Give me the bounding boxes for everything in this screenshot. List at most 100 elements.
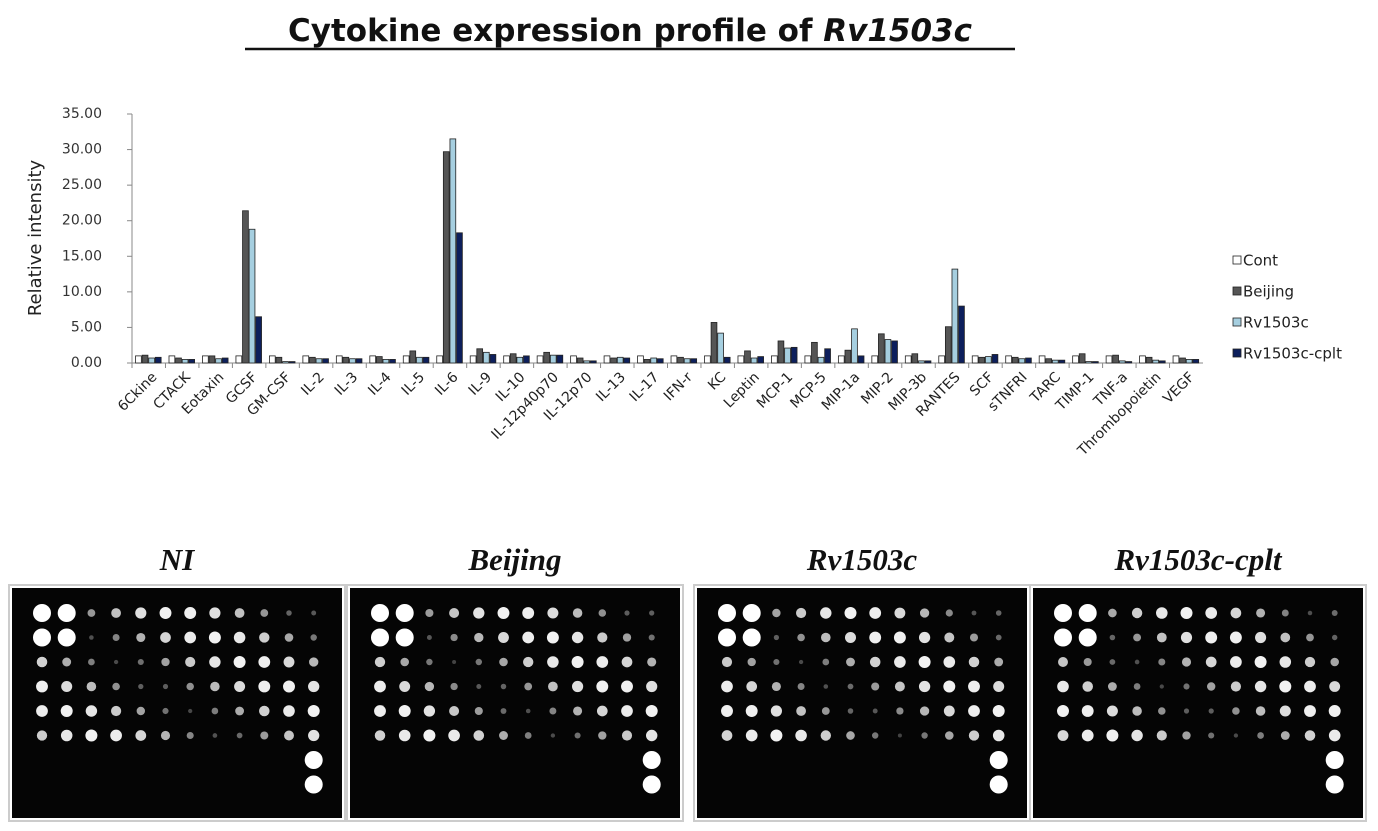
bar xyxy=(750,357,758,364)
blot-spot xyxy=(795,729,807,742)
bar xyxy=(1179,357,1186,364)
control-spot xyxy=(371,628,389,647)
blot-spot xyxy=(85,729,98,742)
blot-spot xyxy=(1205,656,1217,668)
bar xyxy=(616,356,624,364)
bar xyxy=(208,355,216,364)
bar xyxy=(603,355,611,364)
bar xyxy=(315,358,323,364)
blot-spot xyxy=(234,608,245,618)
blot-spot xyxy=(311,610,317,616)
blot-image xyxy=(12,588,342,818)
blot-spot xyxy=(36,680,48,693)
bar xyxy=(135,355,142,364)
x-tick-label: IL-6 xyxy=(432,369,462,399)
bar xyxy=(221,357,229,364)
control-spot xyxy=(989,775,1008,794)
blot-spot xyxy=(525,708,531,714)
bar xyxy=(576,357,584,364)
blot-spot xyxy=(61,680,73,693)
x-tick-label: IL-4 xyxy=(365,369,395,399)
blot-spot xyxy=(797,633,805,642)
x-tick-label: IL-17 xyxy=(627,369,663,405)
bar xyxy=(154,356,162,364)
control-spot xyxy=(33,628,51,647)
blot-spot xyxy=(1081,729,1094,742)
blot-spot xyxy=(36,730,48,741)
blot-spot xyxy=(208,631,221,644)
y-tick-label: 10.00 xyxy=(62,284,102,300)
bar xyxy=(148,357,155,364)
control-spot xyxy=(718,604,736,622)
blot-spot xyxy=(425,608,434,618)
blot-spot xyxy=(847,708,854,714)
x-tick-label: KC xyxy=(705,369,729,393)
blot-spot xyxy=(1081,705,1094,717)
blot-spot xyxy=(1280,632,1291,643)
blot-spot xyxy=(1304,656,1316,668)
blot-spot xyxy=(869,631,882,644)
x-tick-label: IL-3 xyxy=(332,369,361,398)
blot-spot xyxy=(992,705,1005,717)
blot-spot xyxy=(621,656,633,668)
blot-spot xyxy=(60,729,73,742)
blot-spot xyxy=(546,631,559,644)
y-axis-label: Relative intensity xyxy=(25,159,46,316)
bar xyxy=(1072,355,1079,364)
blot-spot xyxy=(571,656,584,668)
bar xyxy=(891,340,898,364)
bar xyxy=(991,354,999,364)
blot-spot xyxy=(968,730,980,741)
blot-image xyxy=(697,588,1027,818)
blot-spot xyxy=(621,730,633,741)
blot-spot xyxy=(162,707,169,715)
bar xyxy=(335,355,343,364)
bar xyxy=(1078,353,1086,364)
control-spot xyxy=(989,751,1008,769)
blot-spot xyxy=(1208,732,1215,739)
bar xyxy=(489,354,497,364)
blot-spot xyxy=(1256,608,1266,618)
blot-spot xyxy=(846,731,855,740)
blot-spot xyxy=(550,733,556,738)
blot-spot xyxy=(137,658,144,666)
bar xyxy=(1145,356,1153,364)
blot-spot xyxy=(211,707,219,715)
bar xyxy=(1058,359,1066,364)
control-spot xyxy=(395,604,414,622)
legend-label: Rv1503c-cplt xyxy=(1243,345,1342,363)
blot-spot xyxy=(307,705,320,717)
panel-label: NI xyxy=(159,542,195,577)
bar xyxy=(918,360,925,364)
bar xyxy=(683,358,691,364)
control-spot xyxy=(718,628,736,647)
bar xyxy=(690,358,698,364)
blot-spot xyxy=(260,731,269,740)
blot-spot xyxy=(159,607,172,619)
blot-spot xyxy=(572,608,583,618)
blot-spot xyxy=(162,683,169,690)
blot-spot xyxy=(236,732,243,739)
blot-spot xyxy=(1280,731,1290,740)
blot-spot xyxy=(1106,705,1118,717)
blot-spot xyxy=(945,731,954,740)
blot-spot xyxy=(1230,656,1242,668)
blot-spot xyxy=(894,681,905,692)
bar xyxy=(476,348,484,364)
blot-spot xyxy=(523,656,534,668)
blot-spot xyxy=(210,681,220,692)
blot-spot xyxy=(1158,658,1166,666)
control-spot xyxy=(742,628,761,647)
bar xyxy=(1085,361,1093,364)
bar xyxy=(1172,355,1180,364)
control-spot xyxy=(1078,628,1097,647)
blot-spot xyxy=(547,607,559,619)
blot-spot xyxy=(572,680,584,693)
bar xyxy=(1112,354,1119,364)
blot-spot xyxy=(897,733,902,738)
blot-spot xyxy=(1208,708,1214,714)
blot-spot xyxy=(1180,631,1193,644)
blot-spot xyxy=(474,706,483,716)
bar xyxy=(242,210,249,364)
